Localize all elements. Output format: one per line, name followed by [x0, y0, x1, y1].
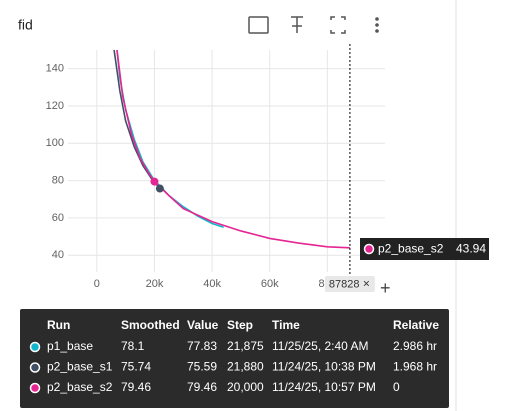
tooltip-cell: 77.83 — [187, 339, 217, 353]
tooltip-cell: 78.1 — [121, 339, 145, 353]
pin-icon[interactable] — [291, 16, 303, 33]
fit-icon[interactable] — [248, 16, 269, 34]
tooltip-cell: 75.74 — [121, 360, 151, 374]
tooltip-cell: 79.46 — [187, 380, 217, 394]
value-series: p2_base_s2 — [378, 242, 444, 256]
run-dot — [29, 382, 41, 394]
tooltip-cell: 11/24/25, 10:38 PM — [272, 360, 376, 374]
fullscreen-icon[interactable] — [330, 16, 346, 34]
tooltip-cell: 11/25/25, 2:40 AM — [272, 339, 369, 353]
menu-icon[interactable] — [375, 17, 379, 33]
tooltip-cell: 1.968 hr — [393, 360, 437, 374]
y-tick-label: 60 — [52, 212, 64, 224]
y-tick-label: 100 — [46, 137, 64, 149]
tooltip-cell: 2.986 hr — [393, 339, 437, 353]
tooltip-header: Run — [47, 318, 70, 332]
value-dot — [363, 243, 375, 255]
step-close: × — [363, 277, 370, 291]
tooltip-header: Step — [227, 318, 253, 332]
tooltip-cell: p2_base_s2 — [47, 380, 113, 394]
tooltip-cell: 21,880 — [227, 360, 264, 374]
tooltip-bg — [20, 309, 449, 408]
add-icon[interactable]: + — [380, 278, 391, 298]
tooltip-header: Time — [272, 318, 300, 332]
tooltip-cell: 0 — [393, 380, 400, 394]
tooltip: Run Smoothed Value Step Time Relative p1_base 7… — [20, 309, 449, 408]
tooltip-header: Smoothed — [121, 318, 180, 332]
x-tick-label: 20k — [146, 278, 164, 290]
y-tick-label: 120 — [46, 100, 64, 112]
tooltip-cell: 11/24/25, 10:57 PM — [272, 380, 376, 394]
step-box — [324, 276, 375, 292]
y-tick-label: 140 — [46, 63, 64, 75]
x-tick-label: 0 — [94, 278, 100, 290]
toolbar — [248, 16, 379, 34]
plot: 406080100120140020k40k60k80k87828×+p2_ba… — [46, 44, 489, 298]
x-tick-label: 60k — [261, 278, 279, 290]
tooltip-cell: 75.59 — [187, 360, 217, 374]
y-tick-label: 40 — [52, 249, 64, 261]
hover-dot — [150, 177, 159, 186]
value-number: 43.94 — [456, 242, 486, 256]
card-title: fid — [18, 17, 33, 33]
run-dot — [29, 341, 41, 353]
tooltip-cell: p2_base_s1 — [47, 360, 113, 374]
tooltip-cell: 20,000 — [227, 380, 264, 394]
run-dot — [29, 362, 41, 373]
series-line — [116, 50, 350, 249]
value-box — [360, 238, 489, 260]
tooltip-header: Relative — [393, 318, 439, 332]
x-tick-label: 40k — [203, 278, 221, 290]
tooltip-cell: p1_base — [47, 339, 93, 353]
hover-dot — [155, 184, 164, 193]
y-tick-label: 80 — [52, 174, 64, 186]
tooltip-cell: 79.46 — [121, 380, 151, 394]
step-label: 87828 — [329, 278, 360, 290]
tooltip-header: Value — [187, 318, 219, 332]
tooltip-cell: 21,875 — [227, 339, 264, 353]
